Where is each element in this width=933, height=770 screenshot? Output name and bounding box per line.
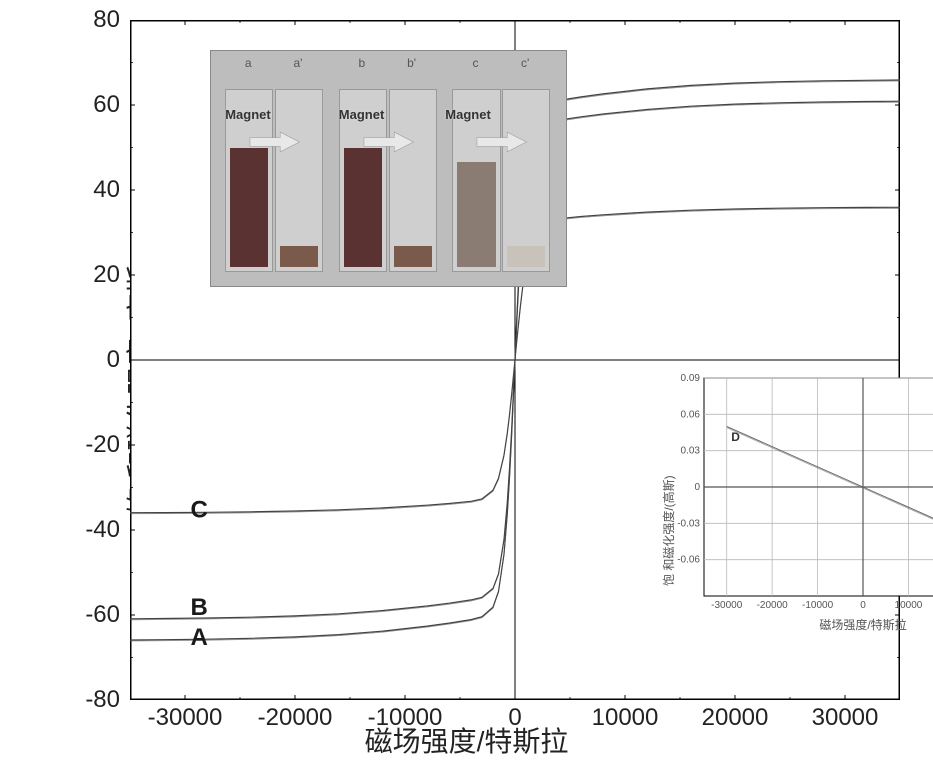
inset-x-axis-label: 磁场强度/特斯拉 [704,616,933,633]
vial-c' [502,89,550,272]
vial-label: c [452,56,498,70]
y-tick: 0 [60,346,120,374]
x-tick: 0 [475,704,555,732]
y-tick: -40 [60,516,120,544]
x-tick: 30000 [805,704,885,732]
y-tick: -60 [60,601,120,629]
vial-b' [389,89,437,272]
magnet-label: Magnet [225,107,271,122]
magnet-label: Magnet [339,107,385,122]
svg-text:-20000: -20000 [757,600,789,611]
svg-text:0: 0 [694,482,700,493]
svg-text:-10000: -10000 [802,600,834,611]
vial-label: b [339,56,385,70]
y-tick: 20 [60,261,120,289]
magnet-label: Magnet [445,107,491,122]
x-tick: -20000 [255,704,335,732]
vial-a' [275,89,323,272]
x-tick: 10000 [585,704,665,732]
vial-label: c' [502,56,548,70]
x-axis-label: 磁场强度/特斯拉 [0,720,933,760]
svg-text:0.06: 0.06 [681,409,701,420]
vial-label: a [225,56,271,70]
arrow-icon [339,131,438,153]
svg-text:B: B [191,594,208,621]
photo-inset: a a' b b' c c' MagnetMagnetMag [210,50,567,287]
inset-plot-svg: D -0.06 -0.03 0 0.03 0.06 0.09 -30000 -20000 -100… [650,370,933,630]
vial-label: a' [275,56,321,70]
svg-text:10000: 10000 [895,600,923,611]
svg-text:-0.03: -0.03 [677,518,700,529]
svg-text:-0.06: -0.06 [677,555,700,566]
y-tick: 60 [60,91,120,119]
arrow-icon [452,131,551,153]
y-tick: 40 [60,176,120,204]
inset-y-axis-label: 饱 和磁化强度/(高斯) [660,475,677,586]
svg-text:A: A [191,624,208,651]
y-tick: 80 [60,6,120,34]
svg-text:0.09: 0.09 [681,373,701,384]
main-plot: AB C a a' b b' c c' [130,20,900,700]
vial-label: b' [389,56,435,70]
svg-text:0: 0 [860,600,866,611]
y-tick: -20 [60,431,120,459]
x-tick: -10000 [365,704,445,732]
svg-text:C: C [191,496,208,523]
arrow-icon [225,131,324,153]
svg-text:0.03: 0.03 [681,446,701,457]
svg-text:D: D [731,430,740,444]
svg-text:-30000: -30000 [711,600,743,611]
x-tick: -30000 [145,704,225,732]
x-tick: 20000 [695,704,775,732]
y-tick: -80 [60,686,120,714]
